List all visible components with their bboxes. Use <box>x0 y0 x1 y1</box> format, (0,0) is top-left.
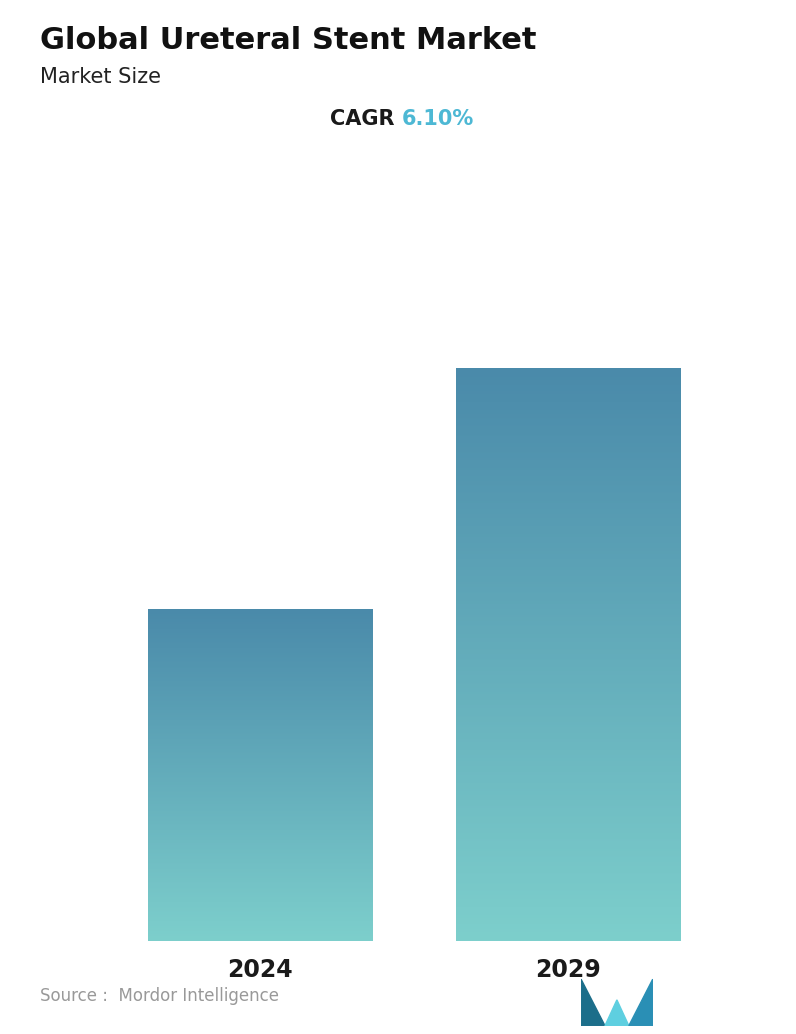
Text: Global Ureteral Stent Market: Global Ureteral Stent Market <box>40 26 537 55</box>
Text: Market Size: Market Size <box>40 67 161 87</box>
Polygon shape <box>581 979 605 1026</box>
Text: Source :  Mordor Intelligence: Source : Mordor Intelligence <box>40 987 279 1005</box>
Text: 6.10%: 6.10% <box>402 109 474 128</box>
Polygon shape <box>629 979 653 1026</box>
Polygon shape <box>605 1000 629 1026</box>
Text: CAGR: CAGR <box>330 109 395 128</box>
